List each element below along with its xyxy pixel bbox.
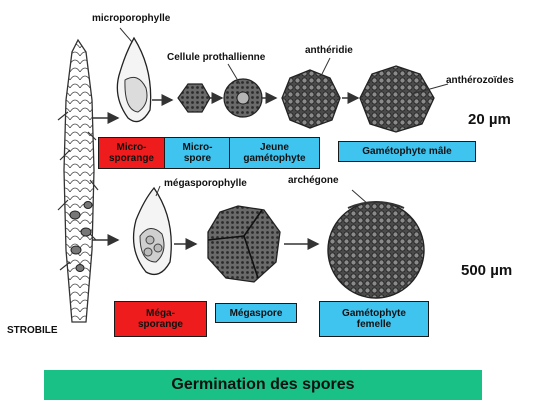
label-microporophylle: microporophylle: [92, 13, 171, 24]
box-microspore: Micro- spore: [164, 137, 231, 169]
box-gametophyte-male-text: Gamétophyte mâle: [362, 146, 452, 157]
box-megasporange-line2: sporange: [137, 319, 183, 330]
scale-top: 20 µm: [468, 111, 511, 128]
box-gameto-fem-line2: femelle: [356, 319, 392, 330]
microsporophylle-drawing: [116, 36, 152, 123]
strobile-drawing: [57, 38, 99, 323]
title-text: Germination des spores: [171, 376, 355, 393]
box-jeune-line2: gamétophyte: [243, 153, 306, 164]
label-antherozoides: anthérozoïdes: [446, 75, 514, 86]
box-microsporange-line1: Micro-: [116, 142, 147, 153]
title-banner: Germination des spores: [44, 370, 482, 400]
scale-bottom: 500 µm: [461, 262, 513, 279]
box-microspore-line1: Micro-: [182, 142, 213, 153]
label-megasporophylle: mégasporophylle: [164, 178, 247, 189]
box-microsporange: Micro- sporange: [98, 137, 165, 169]
box-megasporange-line1: Méga-: [146, 308, 175, 319]
label-antheridie: anthéridie: [305, 45, 353, 56]
box-gametophyte-femelle: Gamétophyte femelle: [319, 301, 429, 337]
box-microsporange-line2: sporange: [108, 153, 154, 164]
box-jeune-line1: Jeune: [260, 142, 289, 153]
megasporophylle-drawing: [132, 186, 172, 276]
box-jeune-gametophyte: Jeune gamétophyte: [229, 137, 320, 169]
box-megasporange: Méga- sporange: [114, 301, 207, 337]
box-microspore-line2: spore: [183, 153, 212, 164]
box-gametophyte-male: Gamétophyte mâle: [338, 141, 476, 162]
label-strobile: STROBILE: [7, 325, 58, 336]
label-cellule-prothallienne: Cellule prothallienne: [167, 52, 266, 63]
box-megaspore-text: Mégaspore: [229, 307, 283, 319]
box-gameto-fem-line1: Gamétophyte: [342, 308, 406, 319]
box-megaspore: Mégaspore: [215, 303, 297, 323]
label-archegone: archégone: [288, 175, 339, 186]
